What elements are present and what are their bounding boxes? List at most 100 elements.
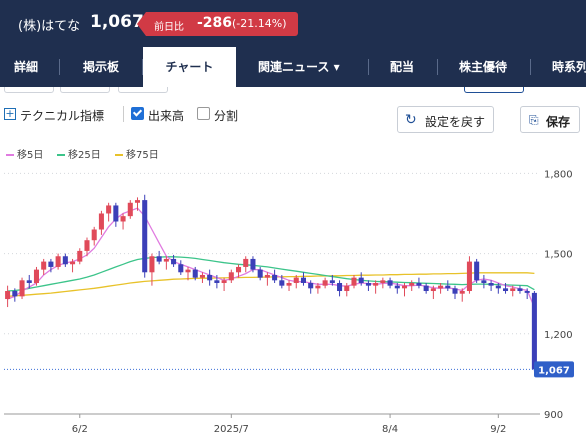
candle-body — [416, 282, 422, 286]
legend-swatch — [6, 154, 14, 156]
y-tick-label: 1,800 — [544, 169, 573, 180]
toolbar-divider — [123, 106, 124, 122]
candle-body — [5, 291, 11, 300]
candle-body — [171, 258, 177, 265]
tab-shareholder-benefits[interactable]: 株主優待 — [459, 60, 508, 74]
candle-body — [243, 258, 249, 267]
candle-body — [142, 200, 148, 273]
candle-body — [149, 256, 155, 273]
candle-body — [70, 261, 76, 265]
x-tick-label: 2025/7 — [214, 424, 249, 435]
tab-time-series[interactable]: 時系列 — [552, 60, 586, 74]
candle-body — [337, 282, 343, 292]
candle-body — [394, 285, 400, 289]
period-button[interactable] — [60, 87, 110, 93]
legend-label: 移25日 — [68, 150, 101, 161]
candle-body — [221, 280, 227, 283]
candle-body — [113, 205, 119, 222]
candle-body — [503, 288, 509, 292]
x-tick-label: 9/2 — [490, 424, 506, 435]
tab-dividends[interactable]: 配当 — [390, 60, 415, 74]
candle-body — [207, 274, 213, 281]
candle-body — [524, 291, 530, 293]
change-label: 前日比 — [154, 22, 184, 33]
tab-related-news[interactable]: 関連ニュース ▾ — [258, 60, 340, 74]
candle-body — [163, 258, 169, 262]
candle-body — [531, 292, 537, 370]
candle-body — [236, 266, 242, 273]
candle-body — [495, 285, 501, 289]
candle-body — [12, 291, 18, 297]
tab-divider — [59, 59, 60, 75]
technical-indicator-link[interactable]: テクニカル指標 — [20, 109, 105, 123]
legend-label: 移75日 — [126, 150, 159, 161]
legend-ma75: 移75日 — [115, 146, 159, 161]
candle-body — [192, 269, 198, 278]
paperclip-icon: ⎘ — [529, 113, 539, 127]
price-change-badge: 前日比 -286 (-21.14%) — [137, 12, 298, 36]
tab-bar: 詳細 掲示板 チャート 関連ニュース ▾ 配当 株主優待 時系列 — [0, 47, 586, 87]
candle-body — [55, 256, 61, 267]
change-value: -286 — [197, 15, 233, 31]
x-tick-label: 8/4 — [382, 424, 398, 435]
candle-body — [62, 256, 68, 265]
candle-body — [19, 280, 25, 297]
candle-body — [351, 277, 357, 286]
candle-body — [322, 280, 328, 286]
candle-body — [26, 280, 32, 283]
save-button[interactable]: ⎘ 保存 — [520, 106, 580, 133]
period-button-active[interactable] — [464, 87, 524, 93]
candle-body — [41, 261, 47, 270]
period-button[interactable] — [4, 87, 54, 93]
candle-body — [272, 274, 278, 281]
tab-chart[interactable]: チャート — [143, 47, 236, 87]
tab-divider — [437, 59, 438, 75]
candle-body — [358, 277, 364, 283]
tab-details[interactable]: 詳細 — [14, 60, 39, 74]
legend-ma25: 移25日 — [57, 146, 101, 161]
candle-body — [77, 250, 83, 262]
candle-body — [120, 216, 126, 222]
current-price-badge — [534, 361, 574, 378]
split-checkbox[interactable] — [197, 107, 210, 120]
candle-body — [438, 285, 444, 289]
candle-body — [517, 288, 523, 292]
candle-body — [380, 280, 386, 283]
candle-body — [466, 261, 472, 292]
volume-label: 出来高 — [148, 109, 185, 123]
candle-body — [315, 285, 321, 289]
candle-body — [300, 277, 306, 283]
y-tick-label: 900 — [544, 410, 563, 421]
price-chart[interactable]: 1,800 1,500 1,200 900 6/2 2025/7 8/4 9/2 1,067 — [0, 160, 586, 440]
candle-body — [430, 288, 436, 292]
add-indicator-icon[interactable]: + — [4, 107, 16, 120]
candle-body — [250, 258, 256, 270]
candle-body — [91, 229, 97, 241]
tab-divider — [530, 59, 531, 75]
candle-body — [228, 272, 234, 281]
candle-body — [365, 282, 371, 286]
candle-body — [459, 291, 465, 294]
candle-body — [178, 264, 184, 273]
candle-body — [409, 282, 415, 286]
candle-body — [185, 269, 191, 273]
save-label: 保存 — [546, 115, 571, 129]
tab-board[interactable]: 掲示板 — [83, 60, 120, 74]
ma25-line — [7, 256, 535, 292]
tab-divider — [142, 59, 143, 75]
reset-settings-button[interactable]: ↻ 設定を戻す — [397, 106, 494, 133]
candle-body — [373, 282, 379, 286]
candle-body — [329, 280, 335, 283]
ma75-line — [7, 272, 535, 298]
candle-body — [387, 280, 393, 286]
legend-swatch — [115, 154, 123, 156]
stock-header: (株)はてな 1,067 前日比 -286 (-21.14%) — [0, 0, 586, 47]
reset-settings-label: 設定を戻す — [425, 115, 486, 129]
volume-checkbox[interactable] — [131, 107, 144, 120]
period-button[interactable] — [118, 87, 168, 93]
candle-body — [84, 240, 90, 251]
candle-body — [293, 277, 299, 283]
candle-body — [48, 261, 54, 267]
legend-ma5: 移5日 — [6, 146, 43, 161]
candle-body — [98, 213, 104, 230]
